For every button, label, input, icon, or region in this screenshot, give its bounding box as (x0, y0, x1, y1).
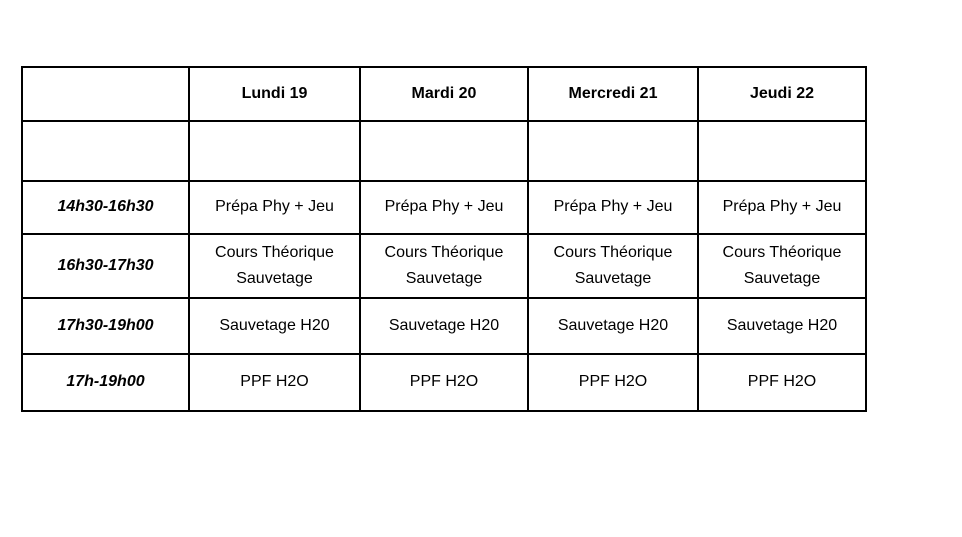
schedule-cell-prepa-mardi: Prépa Phy + Jeu (359, 180, 529, 235)
time-label-14h30-16h30: 14h30-16h30 (21, 180, 190, 235)
schedule-cell-prepa-jeudi: Prépa Phy + Jeu (697, 180, 867, 235)
schedule-row-17h30: 17h30-19h00 Sauvetage H20 Sauvetage H20 … (21, 297, 867, 355)
weekly-schedule-table: Lundi 19 Mardi 20 Mercredi 21 Jeudi 22 1… (21, 66, 867, 412)
time-label-16h30-17h30: 16h30-17h30 (21, 233, 190, 299)
schedule-cell-empty-mercredi (527, 120, 699, 182)
time-label-empty (21, 120, 190, 182)
schedule-cell-cours-mercredi: Cours Théorique Sauvetage (527, 233, 699, 299)
schedule-cell-empty-mardi (359, 120, 529, 182)
schedule-cell-prepa-mercredi: Prépa Phy + Jeu (527, 180, 699, 235)
schedule-cell-empty-lundi (188, 120, 361, 182)
schedule-cell-sauvetage-mercredi: Sauvetage H20 (527, 297, 699, 355)
schedule-row-14h30: 14h30-16h30 Prépa Phy + Jeu Prépa Phy + … (21, 180, 867, 235)
schedule-cell-sauvetage-mardi: Sauvetage H20 (359, 297, 529, 355)
time-label-17h30-19h00: 17h30-19h00 (21, 297, 190, 355)
schedule-cell-cours-jeudi: Cours Théorique Sauvetage (697, 233, 867, 299)
schedule-cell-cours-lundi: Cours Théorique Sauvetage (188, 233, 361, 299)
schedule-cell-prepa-lundi: Prépa Phy + Jeu (188, 180, 361, 235)
day-header-mercredi: Mercredi 21 (527, 66, 699, 122)
day-header-lundi: Lundi 19 (188, 66, 361, 122)
day-header-jeudi: Jeudi 22 (697, 66, 867, 122)
schedule-cell-ppf-lundi: PPF H2O (188, 353, 361, 412)
empty-spacer-row (21, 120, 867, 182)
schedule-cell-empty-jeudi (697, 120, 867, 182)
schedule-row-17h: 17h-19h00 PPF H2O PPF H2O PPF H2O PPF H2… (21, 353, 867, 412)
schedule-cell-ppf-mercredi: PPF H2O (527, 353, 699, 412)
corner-header-cell (21, 66, 190, 122)
schedule-row-16h30: 16h30-17h30 Cours Théorique Sauvetage Co… (21, 233, 867, 299)
schedule-cell-sauvetage-lundi: Sauvetage H20 (188, 297, 361, 355)
time-label-17h-19h00: 17h-19h00 (21, 353, 190, 412)
schedule-cell-cours-mardi: Cours Théorique Sauvetage (359, 233, 529, 299)
schedule-cell-ppf-jeudi: PPF H2O (697, 353, 867, 412)
day-header-mardi: Mardi 20 (359, 66, 529, 122)
table-header-row: Lundi 19 Mardi 20 Mercredi 21 Jeudi 22 (21, 66, 867, 122)
schedule-cell-ppf-mardi: PPF H2O (359, 353, 529, 412)
schedule-cell-sauvetage-jeudi: Sauvetage H20 (697, 297, 867, 355)
